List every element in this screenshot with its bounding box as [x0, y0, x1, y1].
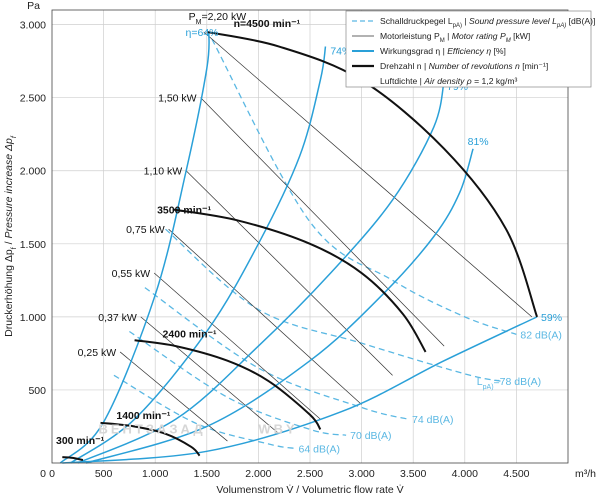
efficiency-label: η=64%	[186, 27, 219, 39]
sound-curve	[144, 287, 409, 420]
sound-curve	[165, 228, 502, 382]
efficiency-curve	[85, 148, 474, 464]
motor-rating-label: PM=2,20 kW	[189, 11, 247, 26]
x-tick-label: 1.500	[194, 468, 220, 480]
speed-label: 1400 min⁻¹	[116, 410, 170, 422]
motor-rating-line	[119, 351, 228, 442]
speed-curves	[62, 30, 538, 462]
efficiency-label: 81%	[468, 136, 489, 148]
legend-entry: Wirkungsgrad η | Efficiency η [%]	[380, 46, 506, 56]
speed-curve	[134, 339, 322, 430]
x-unit-label: m³/h	[575, 468, 596, 480]
speed-label: 2400 min⁻¹	[163, 328, 217, 340]
x-tick-label: 4.000	[452, 468, 478, 480]
motor-rating-label: 1,50 kW	[158, 93, 197, 105]
motor-rating-line	[185, 170, 393, 376]
speed-curve	[62, 456, 84, 462]
legend-entry: Luftdichte | Air density ρ = 1,2 kg/m³	[380, 76, 517, 86]
y-tick-label: 500	[28, 385, 46, 397]
sound-label: 74 dB(A)	[412, 414, 453, 426]
x-tick-label: 500	[95, 468, 113, 480]
motor-rating-label: 0,25 kW	[78, 347, 117, 359]
x-tick-label: 4.500	[503, 468, 529, 480]
efficiency-curve	[62, 316, 538, 464]
speed-label: 300 min⁻¹	[56, 435, 105, 447]
y-tick-label: 1.500	[20, 239, 46, 251]
legend-entry: Drehzahl n | Number of revolutions n [mi…	[380, 61, 548, 71]
curve-labels: n=4500 min⁻¹ 3500 min⁻¹ 2400 min⁻¹ 1400 min…	[56, 11, 562, 455]
sound-curve	[129, 330, 347, 436]
sound-label: 82 dB(A)	[520, 329, 561, 341]
motor-rating-lines	[119, 31, 533, 442]
sound-curve	[211, 38, 517, 336]
legend-box	[345, 10, 592, 88]
sound-label: LpA)=78 dB(A)	[477, 376, 541, 391]
motor-rating-label: 0,75 kW	[126, 224, 165, 236]
sound-pressure-curves	[113, 38, 517, 450]
x-tick-label: 2.000	[245, 468, 271, 480]
motor-rating-label: 0,37 kW	[98, 312, 137, 324]
efficiency-curve	[70, 46, 327, 464]
motor-rating-line	[168, 228, 362, 405]
motor-rating-line	[200, 97, 445, 347]
legend-entry: Motorleistung PM | Motor rating PM [kW]	[380, 31, 530, 44]
y-unit-label: Pa	[27, 0, 40, 12]
x-tick-label: 3.500	[400, 468, 426, 480]
watermark-text: ВЕНТЗАЗАД	[98, 421, 205, 436]
efficiency-label: 59%	[541, 312, 562, 324]
x-tick-label: 1.000	[142, 468, 168, 480]
chart-legend: Schalldruckpegel LpA) | Sound pressure l…	[345, 10, 595, 88]
motor-rating-line	[203, 31, 533, 318]
motor-rating-label: 0,55 kW	[112, 268, 151, 280]
efficiency-curve	[59, 31, 210, 464]
watermark: ВЕНТЗАЗАД WBY	[98, 421, 297, 436]
y-tick-label: 2.000	[20, 166, 46, 178]
efficiency-curves	[59, 31, 538, 464]
x-tick-label: 0	[49, 468, 55, 480]
speed-label: n=4500 min⁻¹	[234, 18, 301, 30]
legend-entry: Schalldruckpegel LpA) | Sound pressure l…	[380, 16, 595, 29]
x-tick-label: 2.500	[297, 468, 323, 480]
y-axis-title: Druckerhöhung Δpf / Pressure increase Δp…	[3, 135, 18, 337]
y-tick-label: 3.000	[20, 20, 46, 32]
y-tick-label: 2.500	[20, 93, 46, 105]
motor-rating-line	[140, 316, 280, 435]
motor-rating-line	[153, 272, 321, 420]
speed-label: 3500 min⁻¹	[157, 204, 211, 216]
motor-rating-label: 1,10 kW	[144, 166, 183, 178]
x-axis-title: Volumenstrom V̇ / Volumetric flow rate V…	[216, 483, 403, 496]
x-tick-label: 3.000	[348, 468, 374, 480]
speed-curve	[100, 421, 201, 457]
sound-label: 70 dB(A)	[350, 430, 391, 442]
plot-frame	[51, 9, 569, 464]
speed-curve	[172, 208, 427, 353]
sound-label: 64 dB(A)	[299, 443, 340, 455]
speed-curve	[206, 30, 538, 318]
y-tick-label: 0	[40, 468, 46, 480]
watermark-text: WBY	[258, 421, 297, 436]
y-tick-label: 1.000	[20, 312, 46, 324]
chart-axes: 0 500 1.000 1.500 2.000 2.500 3.000 3.500 4.000 4…	[3, 0, 596, 496]
